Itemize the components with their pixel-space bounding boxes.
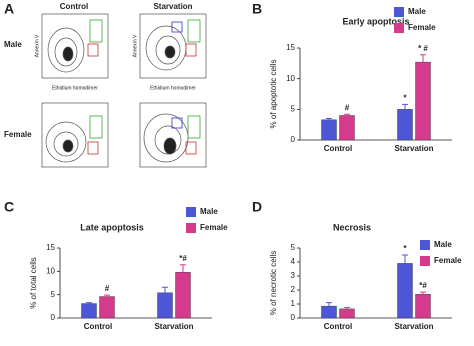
y-tick-label: 5 — [291, 243, 296, 252]
axis-label: Annexin V — [34, 34, 40, 57]
row-header: Male — [4, 40, 22, 49]
bar — [415, 61, 431, 141]
legend-label: Male — [200, 207, 218, 216]
y-axis-title: % of necrotic cells — [269, 251, 278, 315]
error-bar — [104, 294, 110, 297]
error-bar — [420, 291, 426, 295]
row-header: Female — [4, 130, 32, 139]
chart-title: Early apoptosis — [342, 16, 409, 26]
bar — [415, 294, 431, 319]
legend-label: Female — [408, 23, 436, 32]
annotation: *# — [419, 281, 427, 290]
annotation: # — [345, 103, 350, 112]
error-bar — [402, 103, 408, 110]
y-tick-label: 10 — [286, 74, 295, 83]
legend-swatch — [186, 223, 196, 233]
error-bar — [326, 118, 332, 120]
y-tick-label: 5 — [291, 104, 296, 113]
bar — [321, 119, 337, 141]
panel-label: C — [4, 199, 14, 215]
flow-plot — [139, 102, 207, 168]
bar — [397, 263, 413, 319]
gates — [87, 19, 201, 155]
y-axis-title: % of apoptotic cells — [269, 60, 278, 129]
error-bar — [162, 286, 168, 293]
flow-plot — [41, 13, 109, 79]
y-tick-label: 2 — [291, 285, 296, 294]
annotation: *# — [179, 254, 187, 263]
panel-label: A — [4, 1, 14, 17]
y-tick-label: 3 — [291, 271, 296, 280]
y-tick-label: 15 — [286, 43, 295, 52]
y-tick-label: 4 — [291, 257, 296, 266]
axis-label: Annexin V — [132, 34, 138, 57]
error-bar — [86, 302, 92, 304]
legend-swatch — [186, 207, 196, 217]
legend-label: Female — [434, 256, 462, 265]
panel-label: D — [252, 199, 262, 215]
chart-title: Late apoptosis — [80, 222, 144, 232]
error-bar — [326, 302, 332, 307]
error-bar — [180, 264, 186, 273]
x-tick-label: Starvation — [394, 322, 433, 331]
bar — [81, 303, 97, 319]
bar — [157, 292, 173, 319]
error-bar — [402, 254, 408, 264]
bar — [339, 115, 355, 141]
legend-swatch — [420, 256, 430, 266]
x-tick-label: Starvation — [154, 322, 193, 331]
annotation: * — [403, 94, 407, 103]
x-tick-label: Control — [324, 144, 352, 153]
y-tick-label: 0 — [51, 313, 56, 322]
flow-plots — [41, 13, 207, 168]
bar — [397, 109, 413, 141]
bar — [339, 308, 355, 319]
y-tick-label: 15 — [46, 243, 55, 252]
axis-label: Ethidium homodimer — [52, 85, 98, 91]
x-tick-label: Control — [84, 322, 112, 331]
contours — [45, 25, 189, 163]
y-tick-label: 10 — [46, 266, 55, 275]
column-header: Control — [60, 2, 88, 11]
column-header: Starvation — [153, 2, 192, 11]
legend-label: Male — [408, 7, 426, 16]
legend-label: Male — [434, 240, 452, 249]
legend-swatch — [394, 23, 404, 33]
flow-plot — [139, 13, 207, 79]
error-bar — [344, 307, 350, 309]
panel-label: B — [252, 1, 262, 17]
flow-plot — [41, 102, 109, 168]
legend-swatch — [394, 7, 404, 17]
legend-label: Female — [200, 223, 228, 232]
error-bar — [420, 54, 426, 63]
legend-swatch — [420, 240, 430, 250]
error-bar — [344, 113, 350, 116]
y-tick-label: 1 — [291, 299, 296, 308]
bar — [321, 305, 337, 319]
y-tick-label: 0 — [291, 313, 296, 322]
annotation: # — [105, 284, 110, 293]
annotation: * # — [418, 44, 428, 53]
x-tick-label: Starvation — [394, 144, 433, 153]
bar — [175, 272, 191, 319]
chart-title: Necrosis — [333, 222, 371, 232]
y-tick-label: 5 — [51, 290, 56, 299]
y-tick-label: 0 — [291, 135, 296, 144]
annotation: * — [403, 244, 407, 253]
y-axis-title: % of total cells — [29, 257, 38, 309]
bar — [99, 296, 115, 319]
axis-label: Ethidium homodimer — [150, 85, 196, 91]
x-tick-label: Control — [324, 322, 352, 331]
